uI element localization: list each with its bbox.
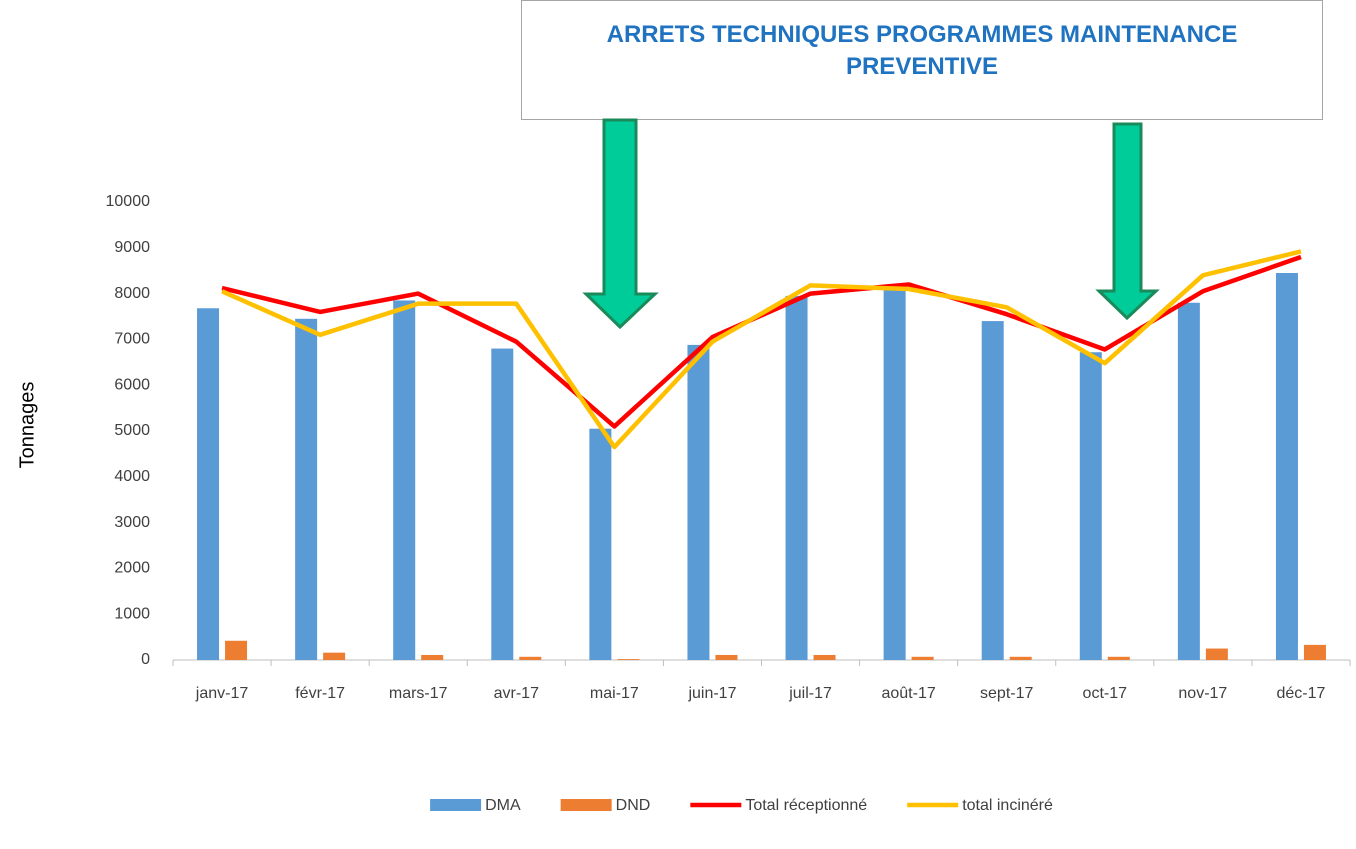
y-tick-label: 5000 — [114, 422, 150, 439]
y-tick-label: 3000 — [114, 514, 150, 531]
bar — [197, 308, 220, 660]
y-tick-label: 1000 — [114, 605, 150, 622]
bar — [715, 654, 738, 660]
x-tick-label: juil-17 — [788, 685, 832, 702]
y-tick-label: 7000 — [114, 331, 150, 348]
legend-swatch — [560, 799, 612, 811]
y-tick-label: 8000 — [114, 285, 150, 302]
bar — [1177, 302, 1200, 660]
y-tick-label: 4000 — [114, 468, 150, 485]
x-tick-label: avr-17 — [494, 685, 539, 702]
bar — [323, 652, 346, 660]
bar — [1205, 648, 1228, 660]
x-tick-label: janv-17 — [195, 685, 249, 702]
x-tick-label: mars-17 — [389, 685, 448, 702]
bar — [491, 348, 514, 660]
annotation-box: ARRETS TECHNIQUES PROGRAMMES MAINTENANCE… — [521, 0, 1323, 120]
y-tick-label: 2000 — [114, 560, 150, 577]
arrow — [582, 118, 659, 330]
legend-item: DMA — [430, 797, 521, 814]
y-tick-label: 9000 — [114, 239, 150, 256]
bar — [981, 321, 1004, 660]
bar — [1079, 352, 1102, 660]
y-axis-label: Tonnages — [16, 382, 38, 469]
y-tick-label: 10000 — [106, 193, 151, 210]
bar — [519, 656, 542, 660]
legend-label: DND — [616, 797, 651, 814]
bar — [589, 428, 612, 660]
y-tick-label: 0 — [141, 651, 150, 668]
legend-item: DND — [560, 797, 651, 814]
bar — [687, 344, 710, 660]
bar — [295, 318, 318, 660]
legend-item: total incinéré — [907, 797, 1053, 814]
bar — [617, 659, 640, 660]
bar — [813, 654, 836, 660]
legend-label: total incinéré — [962, 797, 1053, 814]
bar — [421, 654, 444, 660]
x-tick-label: juin-17 — [687, 685, 736, 702]
bar — [225, 640, 248, 660]
x-tick-label: août-17 — [881, 685, 935, 702]
legend-label: DMA — [485, 797, 521, 814]
legend-label: Total réceptionné — [745, 797, 867, 814]
bar — [1275, 272, 1298, 660]
x-tick-label: déc-17 — [1276, 685, 1325, 702]
arrow — [1095, 122, 1160, 321]
bar — [911, 656, 934, 660]
legend-item: Total réceptionné — [690, 797, 867, 814]
x-tick-label: mai-17 — [590, 685, 639, 702]
x-tick-label: févr-17 — [295, 685, 345, 702]
bar — [393, 300, 416, 660]
y-tick-label: 6000 — [114, 376, 150, 393]
line-series — [221, 249, 1302, 450]
x-tick-label: oct-17 — [1083, 685, 1128, 702]
bar — [1303, 644, 1326, 660]
x-tick-label: sept-17 — [980, 685, 1033, 702]
bar — [883, 289, 906, 660]
bar — [785, 295, 808, 660]
bar — [1009, 656, 1032, 660]
bar — [1107, 656, 1130, 660]
x-tick-label: nov-17 — [1178, 685, 1227, 702]
legend-swatch — [430, 799, 482, 811]
